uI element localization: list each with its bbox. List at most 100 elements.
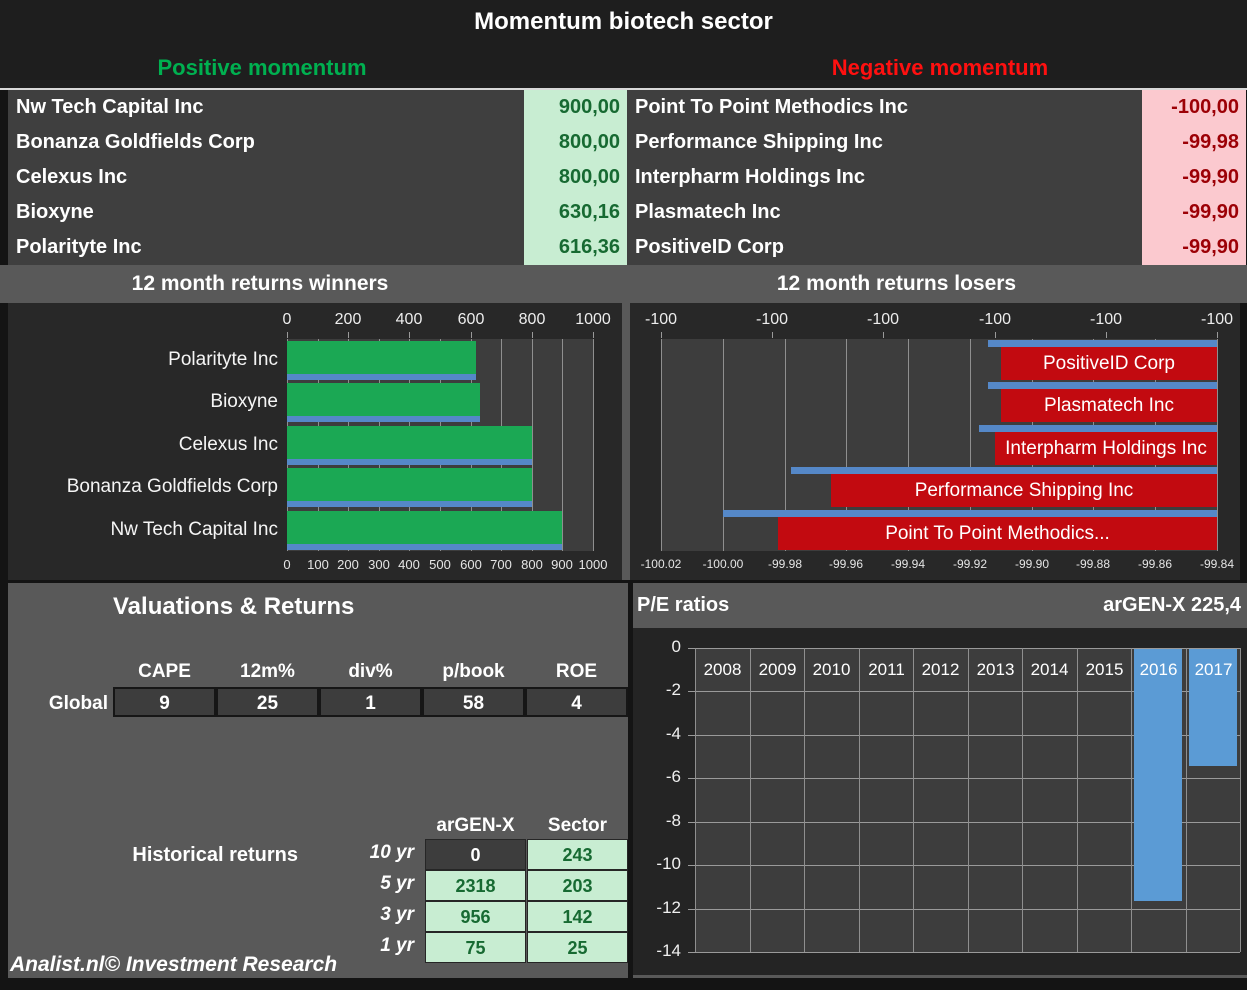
gridline [723,339,724,551]
loser-bar-secondary [988,340,1217,347]
x-axis-tick-label: 600 [460,557,482,572]
momentum-row: Performance Shipping Inc -99,98 [0,125,1247,160]
winner-bar [287,426,532,459]
y-axis-tick [688,909,695,910]
momentum-row: Bonanza Goldfields Corp 800,00 [0,125,628,160]
y-axis-tick [688,648,695,649]
historical-cell: 956 [425,901,526,932]
loser-bar-secondary [723,510,1217,517]
winners-bar-chart: 0 200 400 600 800 1000 0 100 200 300 400 500 600 700 8… [8,303,622,580]
momentum-value: 616,36 [524,230,627,265]
company-name: Bonanza Goldfields Corp [8,125,524,160]
x-axis-tick [995,332,996,338]
gridline [970,339,971,551]
x-axis-tick-label: 400 [395,311,423,328]
y-axis-tick [688,865,695,866]
winner-bar [287,341,476,374]
momentum-row: Celexus Inc 800,00 [0,160,628,195]
historical-cell: 142 [527,901,628,932]
year-label: 2017 [1194,660,1233,679]
x-axis-tick-label: 1000 [578,557,608,572]
gridline [1131,648,1132,952]
x-axis-tick-label: -99.84 [1199,557,1235,571]
x-axis-tick-label: -99.98 [767,557,803,571]
historical-cell: 243 [527,839,628,870]
pe-ratios-header: P/E ratios arGEN-X 225,4 [633,583,1247,628]
valuation-col-header: 12m% [240,661,295,682]
y-axis-tick [688,735,695,736]
y-axis-tick-label: -4 [665,724,681,743]
period-label: 3 yr [380,904,414,925]
x-axis-tick-label: -99.94 [890,557,926,571]
winner-bar [287,511,562,544]
momentum-value: 900,00 [524,90,627,125]
x-axis-tick-label: -100 [978,311,1012,328]
y-axis-tick-label: -10 [656,854,681,873]
x-axis-tick-label: -100 [644,311,678,328]
gridline [695,865,1240,866]
company-name: Nw Tech Capital Inc [8,90,524,125]
historical-cell: 0 [425,839,526,870]
category-label: Polarityte Inc [168,349,278,370]
x-axis-tick-label: 0 [283,557,291,572]
y-axis-tick [688,822,695,823]
momentum-value: -99,98 [1142,125,1246,160]
momentum-row: PositiveID Corp -99,90 [0,230,1247,265]
x-axis-tick [1106,332,1107,338]
momentum-row: Plasmatech Inc -99,90 [0,195,1247,230]
losers-bar-chart: -100 -100 -100 -100 -100 -100 -100.02 -100.00 -9… [630,303,1240,580]
year-label: 2016 [1139,660,1178,679]
x-axis-tick-label: -99.88 [1075,557,1111,571]
pe-bottom-strip [633,975,1247,978]
valuation-cell: 4 [525,687,628,717]
historical-cell: 203 [527,870,628,901]
gridline [695,735,1240,736]
year-label: 2011 [868,660,905,679]
gridline [1240,648,1241,952]
losers-chart-title: 12 month returns losers [776,272,1017,295]
valuations-title: Valuations & Returns [113,593,355,620]
year-label: 2010 [812,660,851,679]
momentum-lists: Nw Tech Capital Inc 900,00 Bonanza Goldfie… [0,88,1247,265]
loser-bar [831,474,1217,507]
momentum-value: 800,00 [524,125,627,160]
negative-momentum-header: Negative momentum [831,55,1049,80]
y-axis-tick-label: -14 [656,941,681,960]
category-label: Bioxyne [210,391,278,412]
gridline [785,339,786,551]
company-name: Interpharm Holdings Inc [627,160,1142,195]
x-axis-tick-label: -100 [755,311,789,328]
valuation-cell: 25 [216,687,319,717]
y-axis-tick-label: 0 [671,637,681,656]
chart-titles-band: 12 month returns winners 12 month return… [0,265,1247,303]
period-label: 1 yr [380,935,414,956]
gridline [695,778,1240,779]
x-axis-tick-label: 800 [518,311,546,328]
year-label: 2013 [976,660,1015,679]
x-axis-tick-label: -100.02 [640,557,682,571]
gridline [593,339,594,551]
winner-bar-secondary [287,459,532,465]
valuation-cell: 58 [422,687,525,717]
category-label: Bonanza Goldfields Corp [66,476,278,497]
historical-cell: 2318 [425,870,526,901]
y-axis-tick [688,691,695,692]
bar-label: PositiveID Corp [1043,353,1175,374]
momentum-value: -100,00 [1142,90,1246,125]
gridline [695,648,1240,649]
category-label: Celexus Inc [178,434,278,455]
bar-label: Interpharm Holdings Inc [1005,438,1207,459]
year-label: 2009 [758,660,797,679]
gridline [695,909,1240,910]
winner-bar-secondary [287,374,476,380]
y-axis-tick [688,952,695,953]
gridline [695,691,1240,692]
x-axis-tick-label: 300 [368,557,390,572]
historical-col-header: arGEN-X [436,815,515,836]
gridline [1022,648,1023,952]
valuations-panel: Valuations & Returns Global CAPE 12m% div%… [8,583,628,978]
x-axis-tick-label: 800 [521,557,543,572]
momentum-row: Point To Point Methodics Inc -100,00 [0,90,1247,125]
y-axis-tick-label: -6 [665,767,681,786]
